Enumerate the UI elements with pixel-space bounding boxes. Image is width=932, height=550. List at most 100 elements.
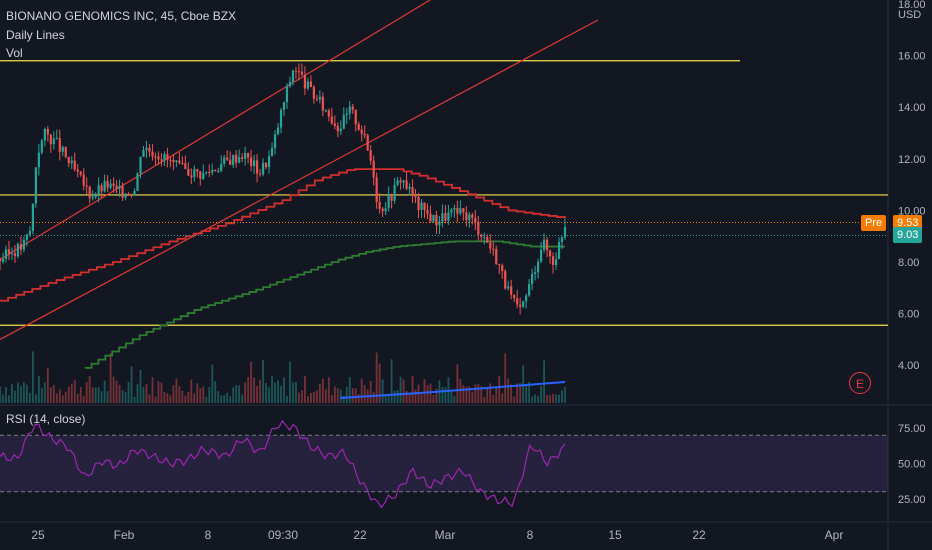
candle-body	[267, 156, 271, 168]
candle-body	[133, 190, 136, 196]
candle-body	[16, 243, 20, 257]
volume-bar	[46, 368, 49, 403]
candle-body	[390, 193, 393, 201]
channel-lower-line	[0, 19, 599, 340]
candle-body	[91, 197, 94, 199]
volume-bar	[85, 382, 88, 403]
candle-body	[378, 201, 381, 209]
candle-body	[58, 138, 61, 152]
candle-body	[178, 160, 181, 163]
volume-bar	[522, 365, 525, 403]
candle-body	[67, 156, 70, 164]
candle-body	[405, 180, 408, 189]
volume-bar	[360, 378, 363, 403]
volume-bar	[333, 386, 336, 403]
volume-bar	[175, 378, 178, 403]
volume-bar	[552, 393, 554, 403]
rsi-indicator-label[interactable]: RSI (14, close)	[6, 412, 86, 426]
candle-body	[542, 239, 546, 250]
candle-body	[498, 264, 501, 266]
volume-bar	[339, 389, 342, 403]
candle-body	[528, 284, 531, 296]
rsi-tick-label: 25.00	[898, 494, 926, 506]
candle-body	[157, 156, 160, 160]
candle-body	[351, 106, 354, 110]
candle-body	[4, 249, 8, 259]
candle-body	[536, 261, 540, 273]
candle-body	[345, 113, 348, 115]
candle-body	[435, 214, 438, 226]
volume-bar	[124, 392, 127, 403]
candle-body	[258, 173, 262, 175]
candle-body	[288, 81, 292, 87]
time-tick-label: 8	[205, 528, 212, 542]
volume-bar	[271, 375, 273, 403]
candle-body	[294, 70, 298, 72]
volume-bar	[405, 390, 408, 403]
volume-bar	[342, 395, 345, 403]
candle-body	[61, 146, 64, 152]
candle-body	[453, 207, 456, 210]
volume-bar	[205, 396, 208, 403]
candle-body	[447, 212, 450, 221]
volume-bar	[229, 396, 232, 403]
volume-bar	[561, 390, 563, 403]
candle-body	[229, 159, 232, 165]
candle-body	[34, 167, 37, 204]
candle-body	[273, 134, 277, 149]
candle-body	[330, 116, 333, 124]
candle-body	[10, 253, 14, 255]
candle-body	[516, 298, 519, 305]
candle-body	[297, 71, 301, 73]
candle-body	[333, 123, 336, 126]
candle-body	[196, 169, 199, 172]
candle-body	[88, 186, 91, 199]
volume-bar	[408, 394, 411, 403]
price-tick-label: 12.00	[898, 154, 926, 166]
volume-bar	[549, 395, 551, 403]
candle-body	[166, 153, 169, 160]
volume-bar	[214, 381, 217, 403]
volume-bar	[100, 391, 103, 403]
candle-body	[160, 159, 163, 161]
earnings-icon[interactable]: E	[849, 372, 871, 394]
candle-body	[276, 127, 280, 135]
candle-body	[238, 157, 241, 163]
candle-body	[321, 96, 324, 111]
candle-body	[312, 86, 315, 99]
candle-body	[255, 160, 259, 174]
volume-bar	[172, 385, 175, 403]
volume-bar	[17, 382, 19, 403]
volume-bar	[106, 391, 109, 403]
volume-bar	[453, 395, 456, 403]
candle-body	[94, 194, 97, 198]
volume-indicator-label[interactable]: Vol	[6, 46, 23, 60]
volume-bar	[280, 385, 282, 403]
volume-bar	[480, 386, 483, 403]
candle-body	[468, 214, 471, 221]
daily-lines-indicator-label[interactable]: Daily Lines	[6, 28, 65, 42]
candle-body	[339, 128, 342, 132]
time-tick-label: 15	[608, 528, 622, 542]
volume-bar	[130, 366, 133, 403]
candle-body	[504, 271, 507, 289]
candle-body	[250, 157, 253, 167]
candle-body	[136, 173, 139, 191]
volume-bar	[253, 377, 256, 403]
candle-body	[52, 138, 55, 145]
volume-bar	[531, 396, 534, 403]
volume-bar	[501, 393, 504, 403]
time-tick-label: Apr	[825, 528, 844, 542]
candle-body	[46, 128, 49, 135]
candle-body	[64, 146, 67, 157]
volume-bar	[354, 388, 357, 403]
candle-body	[426, 209, 429, 214]
candle-body	[483, 236, 486, 238]
candle-body	[399, 180, 402, 183]
candle-body	[13, 253, 17, 257]
volume-bar	[79, 387, 82, 403]
candle-body	[76, 169, 79, 172]
volume-bar	[375, 352, 378, 403]
candle-body	[417, 196, 420, 210]
